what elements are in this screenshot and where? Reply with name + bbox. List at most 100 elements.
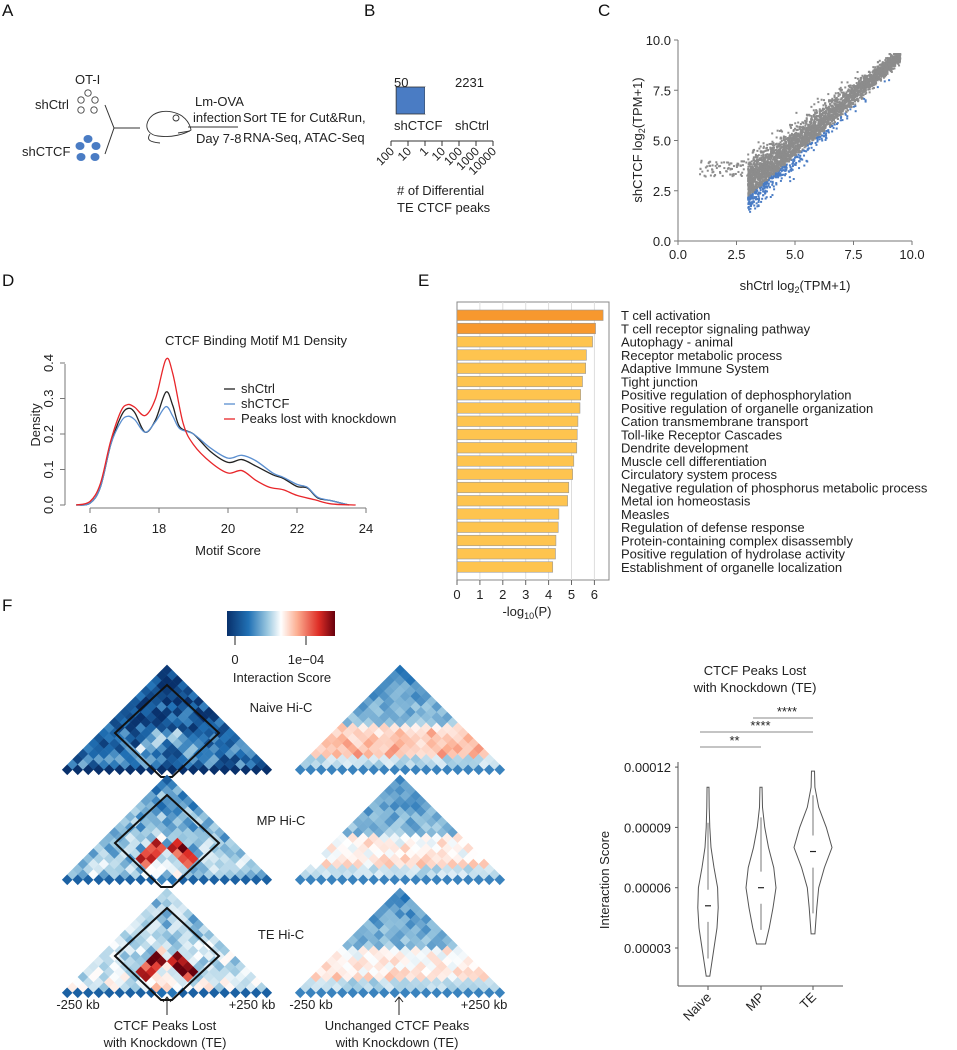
point-unchanged [850, 95, 853, 98]
point-unchanged [895, 61, 898, 64]
point-unchanged [760, 170, 763, 173]
point-unchanged [808, 136, 811, 139]
point-unchanged [708, 161, 711, 164]
point-unchanged [789, 158, 792, 161]
point-down [773, 174, 776, 177]
point-unchanged [756, 154, 759, 157]
point-unchanged [872, 87, 875, 90]
term-label: Establishment of organelle localization [621, 560, 842, 575]
point-unchanged [840, 97, 843, 100]
point-unchanged [804, 119, 807, 122]
point-unchanged [762, 150, 765, 153]
c-y-tick-label: 2.5 [653, 184, 671, 199]
point-unchanged [764, 166, 767, 169]
e-x-tick-label: 0 [453, 587, 460, 602]
point-unchanged [885, 64, 888, 67]
point-unchanged [768, 161, 771, 164]
point-unchanged [747, 178, 750, 181]
point-unchanged [833, 119, 836, 122]
point-unchanged [818, 108, 821, 111]
point-down [825, 132, 828, 135]
point-unchanged [823, 112, 826, 115]
point-down [830, 125, 833, 128]
point-down [795, 161, 798, 164]
point-down [772, 185, 775, 188]
point-down [757, 191, 760, 194]
point-unchanged [732, 174, 735, 177]
point-unchanged [784, 135, 787, 138]
point-unchanged [806, 134, 809, 137]
point-down [775, 172, 778, 175]
point-unchanged [789, 145, 792, 148]
point-unchanged [827, 113, 830, 116]
point-down [793, 159, 796, 162]
d-y-tick-label: 0.3 [41, 389, 56, 407]
point-unchanged [874, 66, 877, 69]
point-unchanged [784, 151, 787, 154]
point-unchanged [713, 175, 716, 178]
point-down [784, 168, 787, 171]
point-down [827, 131, 830, 134]
hic-map-lost-mp [61, 774, 273, 888]
point-unchanged [839, 114, 842, 117]
point-unchanged [804, 131, 807, 134]
point-unchanged [808, 140, 811, 143]
point-unchanged [768, 172, 771, 175]
point-unchanged [768, 176, 771, 179]
point-unchanged [854, 98, 857, 101]
point-unchanged [841, 113, 844, 116]
point-unchanged [772, 143, 775, 146]
point-unchanged [809, 125, 812, 128]
point-down [767, 184, 770, 187]
point-down [762, 194, 765, 197]
point-unchanged [812, 109, 815, 112]
point-unchanged [846, 81, 849, 84]
point-unchanged [807, 124, 810, 127]
point-unchanged [754, 153, 757, 156]
point-unchanged [807, 128, 810, 131]
point-unchanged [796, 147, 799, 150]
point-unchanged [776, 129, 779, 132]
point-unchanged [820, 124, 823, 127]
point-unchanged [823, 108, 826, 111]
point-unchanged [765, 160, 768, 163]
point-unchanged [829, 116, 832, 119]
point-unchanged [848, 86, 851, 89]
point-unchanged [706, 169, 709, 172]
point-unchanged [888, 66, 891, 69]
point-unchanged [788, 155, 791, 158]
point-unchanged [776, 166, 779, 169]
point-down [784, 174, 787, 177]
point-unchanged [815, 117, 818, 120]
point-unchanged [865, 76, 868, 79]
point-unchanged [842, 95, 845, 98]
point-down [758, 197, 761, 200]
point-unchanged [743, 160, 746, 163]
point-unchanged [750, 170, 753, 173]
point-unchanged [775, 163, 778, 166]
point-unchanged [872, 82, 875, 85]
point-unchanged [827, 110, 830, 113]
point-unchanged [760, 183, 763, 186]
point-unchanged [868, 74, 871, 77]
point-unchanged [840, 81, 843, 84]
point-unchanged [748, 188, 751, 191]
point-unchanged [813, 134, 816, 137]
point-unchanged [820, 115, 823, 118]
point-unchanged [797, 139, 800, 142]
point-unchanged [758, 166, 761, 169]
point-unchanged [872, 69, 875, 72]
point-unchanged [747, 193, 750, 196]
point-unchanged [888, 67, 891, 70]
significance-label: **** [750, 718, 770, 733]
point-unchanged [847, 93, 850, 96]
point-unchanged [757, 141, 760, 144]
point-unchanged [784, 138, 787, 141]
point-down [846, 115, 849, 118]
point-unchanged [776, 157, 779, 160]
point-unchanged [882, 74, 885, 77]
point-unchanged [719, 165, 722, 168]
point-unchanged [898, 59, 901, 62]
point-unchanged [890, 70, 893, 73]
point-unchanged [772, 173, 775, 176]
